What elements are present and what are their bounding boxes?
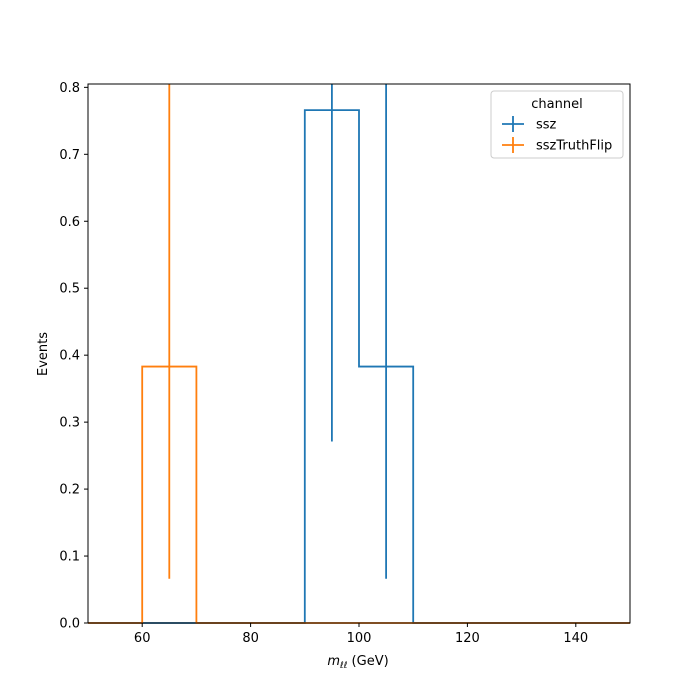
x-tick-label: 140: [563, 631, 588, 646]
legend-label-ssz: ssz: [536, 118, 557, 133]
y-tick-label: 0.0: [59, 617, 80, 632]
x-axis-label-sub: ℓℓ: [339, 661, 347, 671]
x-tick-label: 120: [455, 631, 480, 646]
legend-label-sszTruthFlip: sszTruthFlip: [536, 139, 612, 154]
y-axis: 0.0 0.1 0.2 0.3 0.4 0.5 0.6 0.7 0.8: [59, 81, 88, 632]
y-tick-label: 0.1: [59, 550, 80, 565]
legend-frame: [490, 90, 624, 159]
y-tick-label: 0.5: [59, 282, 80, 297]
legend-title: channel: [531, 97, 582, 112]
y-tick-label: 0.2: [59, 483, 80, 498]
y-tick-label: 0.4: [59, 349, 80, 364]
y-tick-label: 0.6: [59, 215, 80, 230]
legend-entries: ssz sszTruthFlip: [502, 116, 612, 154]
x-axis-label: mℓℓ (GeV): [327, 654, 388, 671]
y-tick-label: 0.3: [59, 416, 80, 431]
x-tick-label: 60: [134, 631, 151, 646]
x-axis: 60 80 100 120 140: [134, 623, 588, 646]
x-tick-label: 80: [242, 631, 259, 646]
y-tick-label: 0.8: [59, 81, 80, 96]
legend: channel ssz sszTruthFlip: [490, 90, 624, 159]
x-tick-label: 100: [347, 631, 372, 646]
x-axis-label-unit: (GeV): [347, 654, 388, 669]
y-axis-label: Events: [36, 332, 51, 376]
y-tick-label: 0.7: [59, 148, 80, 163]
x-axis-label-main: m: [327, 654, 340, 669]
